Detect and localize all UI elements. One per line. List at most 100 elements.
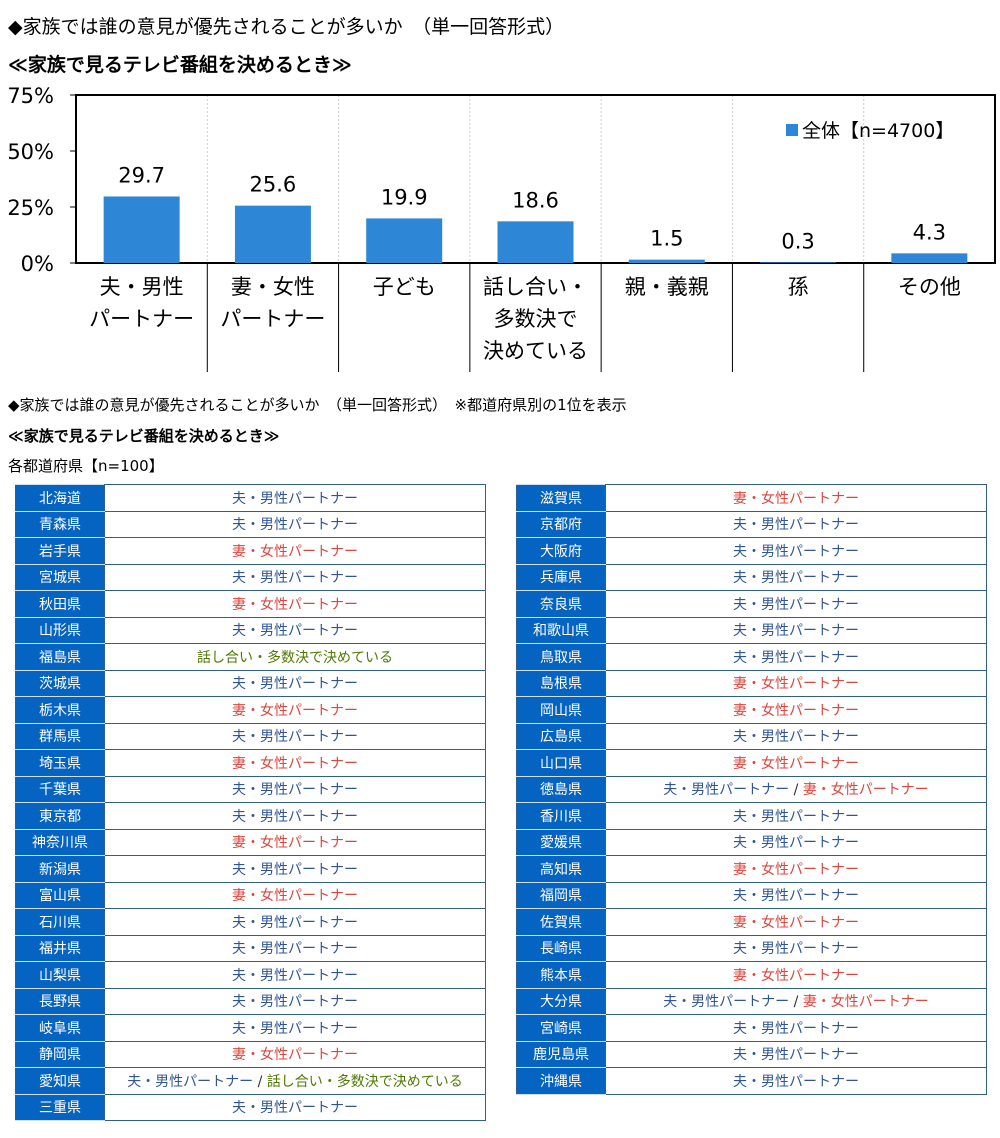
prefecture-name: 神奈川県	[15, 828, 105, 856]
prefecture-name: 滋賀県	[516, 484, 606, 512]
table-row: 徳島県 夫・男性パートナー / 妻・女性パートナー	[516, 775, 987, 803]
table-row: 秋田県 妻・女性パートナー	[15, 590, 486, 618]
category-label: 孫	[788, 275, 809, 299]
table-row: 山梨県 夫・男性パートナー	[15, 961, 486, 989]
table-row: 兵庫県 夫・男性パートナー	[516, 563, 987, 591]
answer-text: 夫・男性パートナー	[733, 729, 859, 746]
top-answer: 夫・男性パートナー	[104, 563, 486, 591]
prefecture-name: 岐阜県	[15, 1014, 105, 1042]
answer-text: 夫・男性パートナー	[733, 1020, 859, 1037]
top-answer: 夫・男性パートナー	[605, 537, 987, 565]
top-answer: 夫・男性パートナー	[605, 1067, 987, 1095]
table-row: 岡山県 妻・女性パートナー	[516, 696, 987, 724]
table-row: 熊本県 妻・女性パートナー	[516, 961, 987, 989]
prefecture-name: 長野県	[15, 987, 105, 1015]
table-row: 神奈川県 妻・女性パートナー	[15, 828, 486, 856]
top-answer: 夫・男性パートナー	[605, 510, 987, 538]
table-row: 福岡県 夫・男性パートナー	[516, 881, 987, 909]
top-answer: 夫・男性パートナー	[605, 881, 987, 909]
prefecture-name: 埼玉県	[15, 749, 105, 777]
answer-text: 夫・男性パートナー	[232, 517, 358, 534]
table-row: 福井県 夫・男性パートナー	[15, 934, 486, 962]
top-answer: 夫・男性パートナー	[104, 855, 486, 883]
answer-text: 夫・男性パートナー	[232, 729, 358, 746]
prefecture-name: 長崎県	[516, 934, 606, 962]
top-answer: 夫・男性パートナー	[605, 802, 987, 830]
table-row: 滋賀県 妻・女性パートナー	[516, 484, 987, 512]
table-row: 長崎県 夫・男性パートナー	[516, 934, 987, 962]
prefecture-name: 佐賀県	[516, 908, 606, 936]
prefecture-name: 兵庫県	[516, 563, 606, 591]
answer-text: 夫・男性パートナー	[232, 967, 358, 984]
chart-subtitle: ≪家族で見るテレビ番組を決めるとき≫	[8, 54, 352, 76]
answer-text: 夫・男性パートナー	[232, 1100, 358, 1117]
prefecture-name: 沖縄県	[516, 1067, 606, 1095]
answer-text: 妻・女性パートナー	[733, 755, 859, 772]
table-row: 大阪府 夫・男性パートナー	[516, 537, 987, 565]
table-row: 茨城県 夫・男性パートナー	[15, 669, 486, 697]
answer-text: 夫・男性パートナー	[232, 994, 358, 1011]
prefecture-name: 和歌山県	[516, 616, 606, 644]
answer-separator: /	[253, 1073, 267, 1090]
prefecture-name: 鹿児島県	[516, 1040, 606, 1068]
table-row: 山形県 夫・男性パートナー	[15, 616, 486, 644]
prefecture-name: 福岡県	[516, 881, 606, 909]
table-row: 京都府 夫・男性パートナー	[516, 510, 987, 538]
top-answer: 夫・男性パートナー	[605, 1040, 987, 1068]
prefecture-name: 大分県	[516, 987, 606, 1015]
prefecture-name: 愛知県	[15, 1067, 105, 1095]
top-answer: 夫・男性パートナー	[605, 828, 987, 856]
answer-text: 夫・男性パートナー	[733, 623, 859, 640]
answer-text: 妻・女性パートナー	[232, 596, 358, 613]
bar	[366, 218, 443, 263]
prefecture-name: 熊本県	[516, 961, 606, 989]
prefecture-name: 富山県	[15, 881, 105, 909]
legend-label: 全体【n=4700】	[802, 120, 954, 142]
answer-text: 妻・女性パートナー	[802, 994, 929, 1011]
answer-separator: /	[789, 782, 803, 799]
answer-text: 夫・男性パートナー	[733, 570, 859, 587]
top-answer: 夫・男性パートナー	[104, 934, 486, 962]
answer-text: 夫・男性パートナー	[663, 782, 790, 799]
prefecture-name: 徳島県	[516, 775, 606, 803]
table-row: 新潟県 夫・男性パートナー	[15, 855, 486, 883]
answer-text: 夫・男性パートナー	[733, 517, 859, 534]
top-answer: 夫・男性パートナー	[605, 563, 987, 591]
table-row: 岐阜県 夫・男性パートナー	[15, 1014, 486, 1042]
category-label: その他	[898, 275, 961, 299]
answer-text: 夫・男性パートナー	[232, 676, 358, 693]
answer-text: 妻・女性パートナー	[232, 702, 358, 719]
prefecture-name: 鳥取県	[516, 643, 606, 671]
bar	[628, 259, 705, 263]
top-answer: 妻・女性パートナー	[104, 590, 486, 618]
table-row: 鳥取県 夫・男性パートナー	[516, 643, 987, 671]
table-row: 東京都 夫・男性パートナー	[15, 802, 486, 830]
table-row: 北海道 夫・男性パートナー	[15, 484, 486, 512]
y-tick-label: 50%	[7, 140, 54, 164]
answer-text: 夫・男性パートナー	[733, 808, 859, 825]
table-row: 富山県 妻・女性パートナー	[15, 881, 486, 909]
category-label: 多数決で	[494, 307, 578, 331]
prefecture-name: 福井県	[15, 934, 105, 962]
top-answer: 妻・女性パートナー	[605, 908, 987, 936]
prefecture-name: 香川県	[516, 802, 606, 830]
answer-text: 妻・女性パートナー	[232, 835, 358, 852]
prefecture-name: 愛媛県	[516, 828, 606, 856]
prefecture-name: 石川県	[15, 908, 105, 936]
data-label: 29.7	[118, 163, 165, 187]
top-answer: 夫・男性パートナー	[605, 934, 987, 962]
answer-text: 妻・女性パートナー	[733, 490, 859, 507]
bar	[103, 196, 180, 263]
answer-text: 妻・女性パートナー	[733, 702, 859, 719]
bar	[497, 221, 574, 263]
answer-text: 夫・男性パートナー	[232, 914, 358, 931]
top-answer: 妻・女性パートナー	[605, 749, 987, 777]
answer-text: 夫・男性パートナー	[232, 1020, 358, 1037]
top-answer: 妻・女性パートナー	[104, 696, 486, 724]
legend-swatch	[786, 124, 798, 136]
top-answer: 夫・男性パートナー	[104, 510, 486, 538]
top-answer: 妻・女性パートナー	[104, 1040, 486, 1068]
table-row: 宮崎県 夫・男性パートナー	[516, 1014, 987, 1042]
prefecture-name: 茨城県	[15, 669, 105, 697]
prefecture-name: 高知県	[516, 855, 606, 883]
